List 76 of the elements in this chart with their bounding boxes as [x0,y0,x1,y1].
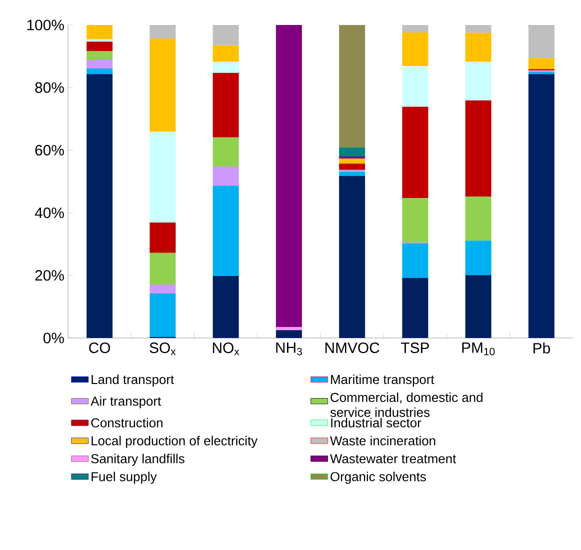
y-tick-label: 0% [43,332,64,344]
bar [402,278,428,338]
legend-label: Organic solvents [330,472,426,484]
y-tick-label: 100% [27,20,64,30]
bar [86,24,113,40]
bar [150,132,176,222]
bar [465,24,492,33]
legend-label: Wastewater treatment [330,454,456,464]
bar [212,137,239,166]
legend-label: Maritime transport [331,374,434,387]
legend-label: Waste incineration [330,436,436,446]
y-tick-label: 40% [34,208,64,218]
bar [339,164,366,170]
bar [212,276,239,338]
bar [86,68,113,74]
bar [339,24,366,148]
bar [339,147,366,156]
legend-label: Land transport [92,374,174,387]
y-tick-label: 80% [35,82,64,93]
legend-label: Construction [91,418,162,428]
bar [402,198,428,243]
bar [402,106,428,198]
bar [276,330,302,338]
bar [276,327,302,330]
x-tick-label: NH$_{3}$ [276,342,302,356]
x-tick-label: PM$_{10}$ [462,342,495,356]
legend-label: Industrial sector [331,418,422,428]
bar [150,284,176,294]
legend-label: Local production of electricity [92,436,258,448]
bar [528,72,554,74]
bar [402,32,428,66]
x-tick-label: TSP [400,342,429,354]
bar [465,32,492,62]
bar [402,243,428,278]
bar [465,62,492,100]
bar [212,166,239,186]
bar [465,240,492,276]
bar [402,66,428,107]
y-tick-label: 20% [35,270,64,281]
bar [86,74,113,338]
bar [212,62,239,73]
legend-label: Fuel supply [92,472,157,484]
bar [465,100,492,197]
y-tick-label: 60% [35,144,64,156]
bar [150,38,176,132]
bar [528,24,554,58]
bar [339,176,366,338]
x-tick-label: SO$_{x}$ [150,342,176,356]
legend-label: Commercial, domestic and service industries [330,392,482,417]
bar [86,39,113,42]
bar [212,72,239,138]
bar [339,158,366,164]
bar [212,186,239,276]
x-tick-label: CO [89,342,110,354]
bar [212,45,239,62]
x-tick-label: NO$_{x}$ [212,342,240,356]
bar [150,252,176,284]
bar [528,74,554,338]
bar [150,222,176,253]
bar [86,50,113,60]
bar [86,42,113,51]
x-tick-label: Pb [534,342,550,354]
bar [339,172,366,176]
bar [528,58,554,70]
bar [402,24,428,33]
bar [465,196,492,241]
bar [150,294,176,338]
bar [86,60,113,69]
bar [212,24,239,46]
bar [150,24,176,38]
legend-label: Air transport [90,396,162,408]
bar [339,156,366,159]
legend-label: Sanitary landfills [91,454,184,466]
bar [276,24,302,328]
x-tick-label: NMVOC [325,342,380,354]
bar [465,275,492,338]
